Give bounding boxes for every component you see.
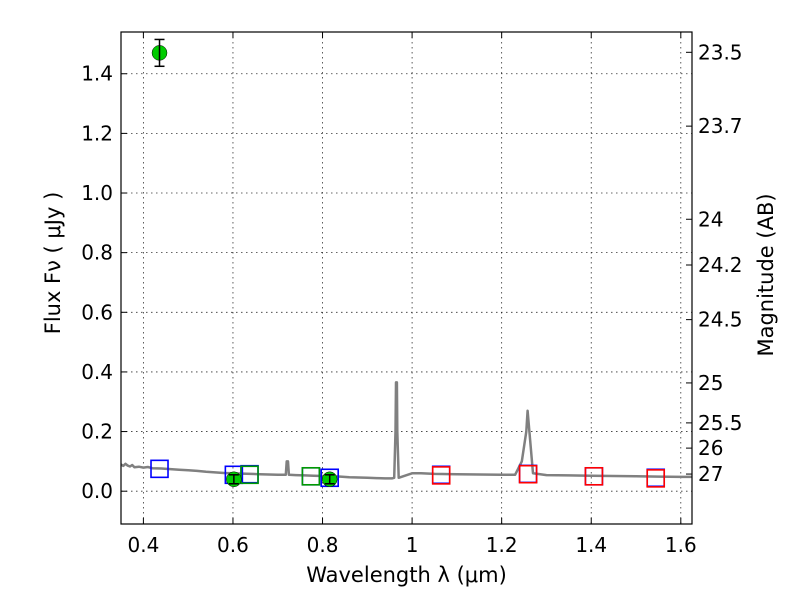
series-group bbox=[121, 38, 692, 488]
data-layer bbox=[121, 38, 692, 488]
right-tick-label: 25.5 bbox=[698, 411, 743, 435]
x-tick-label: 0.4 bbox=[127, 533, 159, 557]
y-axis-label-right: Magnitude (AB) bbox=[754, 193, 778, 356]
x-tick-label: 1 bbox=[406, 533, 419, 557]
square-marker bbox=[150, 459, 169, 479]
right-tick-label: 24 bbox=[698, 207, 723, 231]
square-marker bbox=[301, 466, 321, 486]
y-axis-label: Flux Fν ( μJy ) bbox=[41, 192, 65, 335]
x-axis-label: Wavelength λ (μm) bbox=[306, 563, 507, 587]
y-tick-label: 1.2 bbox=[81, 121, 113, 145]
square-marker bbox=[584, 466, 604, 486]
y-tick-label: 0.2 bbox=[81, 420, 113, 444]
y-tick-label: 0.6 bbox=[81, 300, 113, 324]
x-tick-label: 1.6 bbox=[665, 533, 697, 557]
x-tick-label: 1.2 bbox=[486, 533, 518, 557]
x-tick-label: 0.6 bbox=[217, 533, 249, 557]
y-tick-label: 0.8 bbox=[81, 241, 113, 265]
y-tick-label: 0.4 bbox=[81, 360, 113, 384]
ticks: 0.4 0.6 0.8 1 1.2 1.4 1.6 0.0 0.2 0.4 0.6 0.8 1.0 1.2… bbox=[81, 32, 743, 557]
x-tick-label: 0.8 bbox=[307, 533, 339, 557]
right-tick-label: 27 bbox=[698, 462, 723, 486]
x-tick-label: 1.4 bbox=[575, 533, 607, 557]
y-tick-label: 0.0 bbox=[81, 479, 113, 503]
square-marker bbox=[240, 465, 259, 485]
right-tick-label: 23.5 bbox=[698, 40, 743, 64]
grid bbox=[121, 32, 692, 524]
y-tick-label: 1.4 bbox=[81, 62, 113, 86]
right-tick-label: 23.7 bbox=[698, 114, 743, 138]
square-marker bbox=[431, 466, 451, 485]
spectrum-line bbox=[121, 381, 692, 480]
square-marker bbox=[646, 469, 666, 488]
right-tick-label: 24.2 bbox=[698, 253, 743, 277]
right-tick-label: 25 bbox=[698, 371, 723, 395]
right-tick-label: 26 bbox=[698, 436, 723, 460]
plot-frame bbox=[120, 31, 693, 525]
square-marker bbox=[518, 464, 538, 484]
y-tick-label: 1.0 bbox=[81, 181, 113, 205]
right-tick-label: 24.5 bbox=[698, 308, 743, 332]
